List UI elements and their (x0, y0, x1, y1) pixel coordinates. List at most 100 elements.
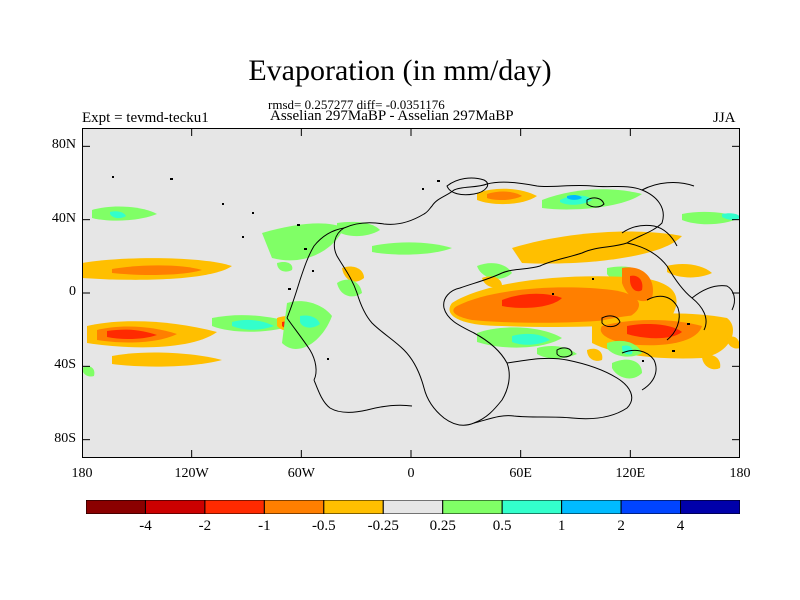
island-mark (170, 178, 173, 180)
colorbar-label: -1 (258, 518, 271, 534)
contour-fills (82, 188, 740, 379)
colorbar-swatch (323, 500, 384, 514)
anomaly-region (372, 242, 452, 255)
axis-ticks (82, 128, 740, 458)
island-mark (112, 176, 114, 178)
anomaly-region (82, 366, 95, 377)
coastline (646, 295, 680, 341)
lon-tick-label: 180 (729, 466, 751, 481)
anomaly-region (232, 319, 274, 330)
colorbar-swatch (620, 500, 682, 514)
island-mark (304, 248, 307, 250)
colorbar-label: -0.5 (311, 518, 336, 534)
island-mark (422, 188, 424, 190)
lon-tick-label: 120W (174, 466, 209, 481)
colorbar-swatch (263, 500, 325, 514)
lon-tick-label: 120E (615, 466, 646, 481)
colorbar-swatch (144, 500, 206, 514)
colorbar-swatch (680, 500, 740, 514)
comparison-label: Asselian 297MaBP - Asselian 297MaBP (270, 108, 514, 124)
anomaly-region (112, 352, 222, 367)
coastline (286, 227, 345, 319)
island-mark (642, 360, 644, 362)
anomaly-region (107, 329, 157, 340)
lon-tick-label: 60W (287, 466, 315, 481)
colorbar-swatch (382, 500, 444, 514)
lon-tick-label: 60E (509, 466, 532, 481)
island-mark (252, 212, 254, 214)
coastline (446, 177, 489, 196)
anomaly-region (667, 264, 712, 278)
anomaly-region (587, 348, 603, 361)
lat-tick-label: 80S (54, 430, 76, 446)
island-mark (327, 358, 329, 360)
map-title: Evaporation (in mm/day) (248, 54, 552, 87)
island-mark (297, 224, 300, 226)
colorbar-swatch (86, 500, 146, 514)
colorbar-label: 1 (557, 518, 566, 534)
coastline (556, 347, 573, 358)
coastline (601, 315, 621, 328)
anomaly-region (112, 265, 202, 275)
colorbar-label: -2 (198, 518, 212, 534)
colorbar-label: 0.5 (492, 518, 512, 534)
anomaly-region (630, 275, 643, 292)
colorbar-swatch (442, 500, 503, 514)
anomaly-region (277, 261, 293, 272)
stats-label: rmsd= 0.257277 diff= -0.0351176 (268, 97, 445, 112)
anomaly-region (337, 221, 380, 237)
island-mark (288, 288, 291, 290)
island-mark (242, 236, 244, 238)
coastline (641, 182, 695, 191)
lon-tick-label: 0 (407, 466, 415, 481)
anomaly-region (542, 189, 642, 210)
coastline (313, 379, 413, 413)
lat-tick-label: 0 (69, 284, 76, 299)
colorbar-swatch (501, 500, 563, 514)
island-mark (687, 323, 690, 325)
colorbar-label: 0.25 (429, 518, 456, 534)
anomaly-region (627, 324, 682, 339)
colorbar-swatch (561, 500, 622, 514)
coastlines (286, 177, 735, 426)
coastline (626, 242, 707, 331)
colorbar-label: 4 (676, 518, 685, 534)
anomaly-region (702, 354, 721, 370)
coastline (621, 349, 657, 391)
anomaly-region (727, 336, 740, 349)
coastline (473, 357, 633, 424)
colorbar-swatch (204, 500, 265, 514)
anomaly-region (612, 359, 642, 379)
island-mark (437, 180, 440, 182)
coastline (586, 197, 605, 208)
lat-tick-label: 40S (54, 357, 76, 373)
anomaly-region (487, 191, 522, 201)
anomaly-region (722, 213, 740, 220)
coastline (691, 285, 735, 311)
coastline (333, 181, 664, 426)
anomaly-region (337, 279, 362, 297)
colorbar-label: -4 (139, 518, 152, 534)
season-label: JJA (713, 110, 736, 126)
lon-tick-label: 180 (71, 466, 93, 481)
evaporation-map (82, 128, 740, 458)
island-mark (592, 278, 594, 280)
colorbar-label: -0.25 (367, 518, 399, 534)
anomaly-region (567, 194, 582, 200)
small-islands (112, 176, 690, 362)
island-mark (222, 203, 224, 205)
anomaly-region (262, 223, 344, 261)
island-mark (672, 350, 675, 352)
anomaly-region (512, 231, 682, 264)
anomaly-region (300, 315, 320, 328)
anomaly-region (512, 333, 550, 345)
island-mark (552, 293, 554, 295)
coastline (621, 224, 678, 247)
anomaly-region (92, 206, 157, 221)
lat-tick-label: 40N (51, 210, 76, 226)
anomaly-region (342, 266, 364, 282)
experiment-label: Expt = tevmd-tecku1 (82, 110, 209, 126)
anomaly-region (477, 263, 512, 279)
colorbar-label: 2 (617, 518, 625, 534)
anomaly-region (502, 293, 562, 308)
